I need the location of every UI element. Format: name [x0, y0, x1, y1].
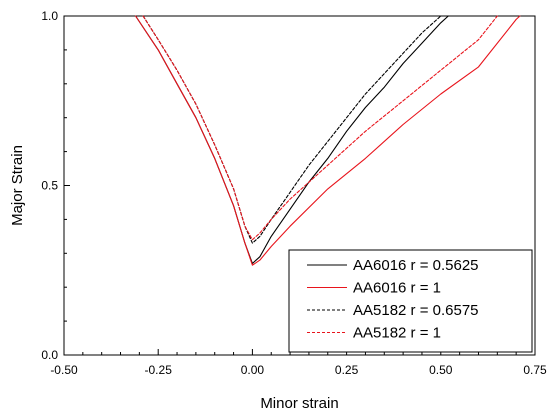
x-tick-label: 0.00: [241, 363, 265, 377]
legend-label-1: AA6016 r = 0.5625: [353, 257, 479, 274]
y-tick-label: 0.0: [41, 348, 58, 362]
series-line-2: [135, 15, 521, 266]
x-tick-label: 0.75: [523, 363, 547, 377]
x-tick-label: 0.50: [429, 363, 453, 377]
legend: AA6016 r = 0.5625 AA6016 r = 1 AA5182 r = …: [288, 249, 533, 353]
y-tick-label: 1.0: [41, 9, 58, 23]
series-lines: [135, 15, 521, 266]
y-tick-label: 0.5: [41, 179, 58, 193]
x-tick-label: -0.25: [145, 363, 173, 377]
x-tick-label: -0.50: [50, 363, 78, 377]
x-axis-title: Minor strain: [260, 395, 338, 412]
series-line-3: [142, 15, 442, 244]
axis-ticks: -0.50 -0.25 0.00 0.25 0.50 0.75 0.0 0.5 1.0: [41, 9, 547, 377]
legend-label-3: AA5182 r = 0.6575: [353, 302, 479, 319]
y-axis-title: Major Strain: [9, 145, 26, 226]
legend-label-2: AA6016 r = 1: [353, 280, 441, 297]
x-tick-label: 0.25: [335, 363, 359, 377]
legend-box: [288, 249, 533, 353]
series-line-1: [135, 15, 449, 265]
legend-label-4: AA5182 r = 1: [353, 325, 441, 342]
series-line-4: [142, 15, 498, 241]
